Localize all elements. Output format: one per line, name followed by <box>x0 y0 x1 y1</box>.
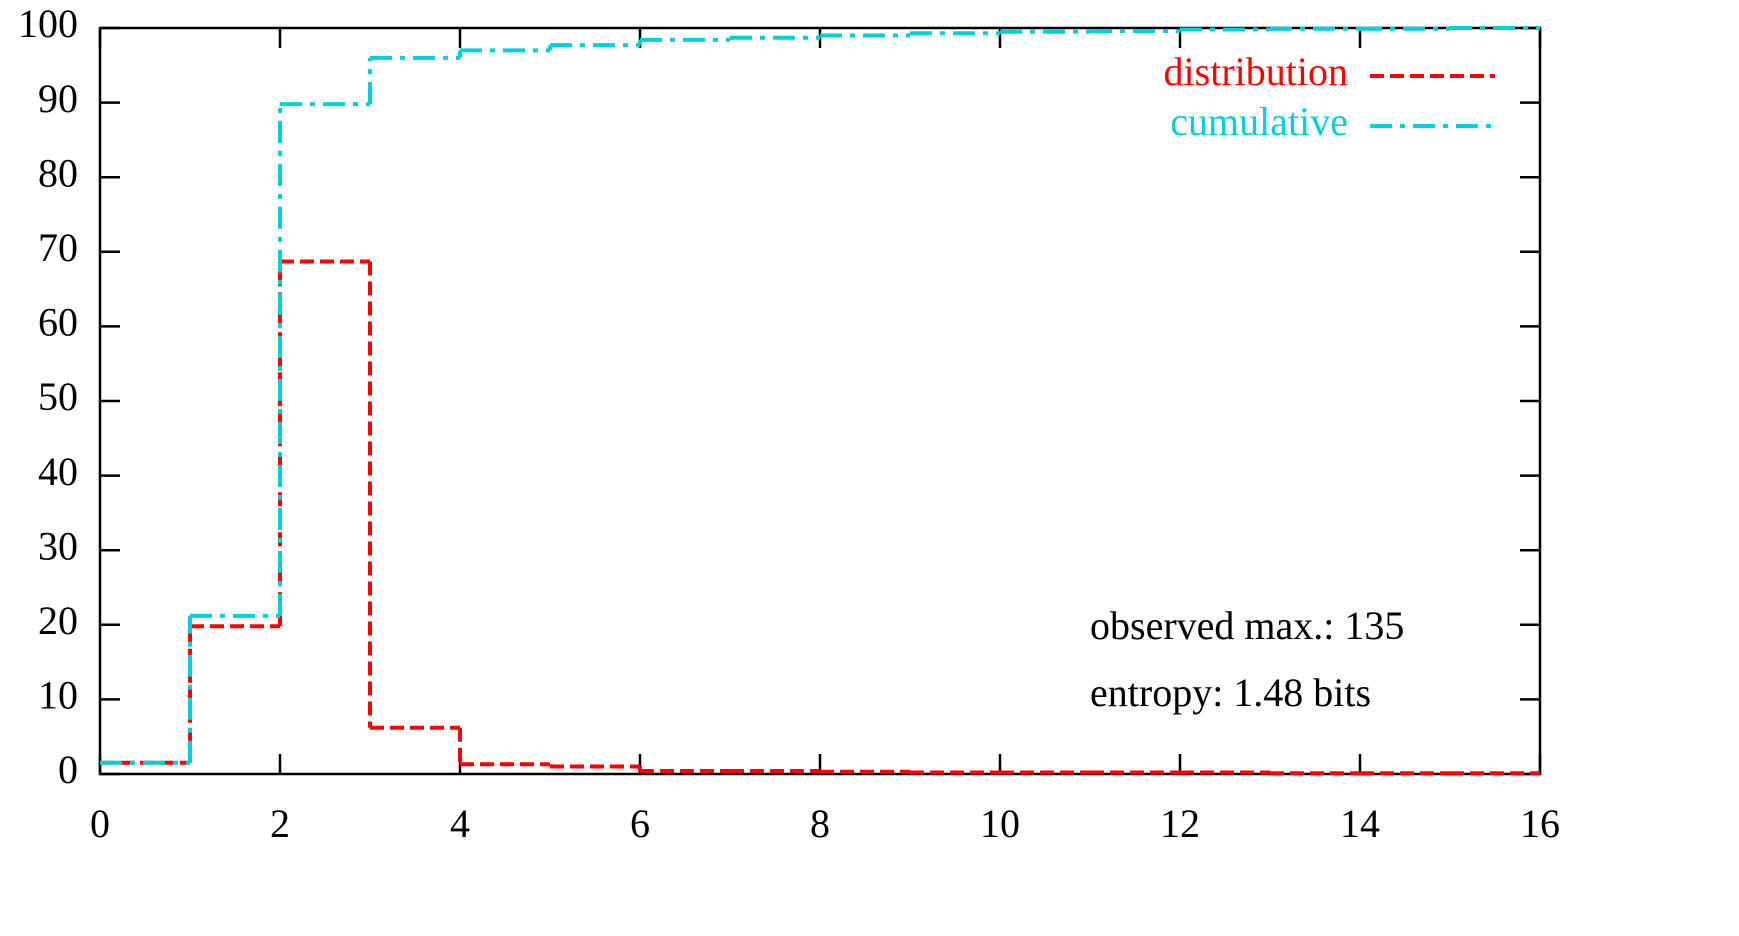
y-tick-label: 50 <box>38 374 78 419</box>
x-tick-label: 12 <box>1160 801 1200 846</box>
y-tick-label: 10 <box>38 673 78 718</box>
y-tick-label: 0 <box>58 747 78 792</box>
x-tick-label: 16 <box>1520 801 1560 846</box>
y-tick-label: 100 <box>18 1 78 46</box>
legend-label: distribution <box>1164 49 1348 94</box>
y-tick-label: 40 <box>38 449 78 494</box>
x-tick-label: 10 <box>980 801 1020 846</box>
x-tick-label: 14 <box>1340 801 1380 846</box>
y-tick-label: 90 <box>38 76 78 121</box>
x-tick-label: 6 <box>630 801 650 846</box>
x-tick-label: 8 <box>810 801 830 846</box>
y-tick-label: 60 <box>38 300 78 345</box>
y-tick-label: 30 <box>38 523 78 568</box>
y-tick-label: 70 <box>38 225 78 270</box>
y-tick-label: 20 <box>38 598 78 643</box>
annotation: entropy: 1.48 bits <box>1090 670 1371 715</box>
x-tick-label: 4 <box>450 801 470 846</box>
x-tick-label: 2 <box>270 801 290 846</box>
x-tick-label: 0 <box>90 801 110 846</box>
legend-label: cumulative <box>1170 99 1348 144</box>
annotation: observed max.: 135 <box>1090 603 1404 648</box>
y-tick-label: 80 <box>38 150 78 195</box>
